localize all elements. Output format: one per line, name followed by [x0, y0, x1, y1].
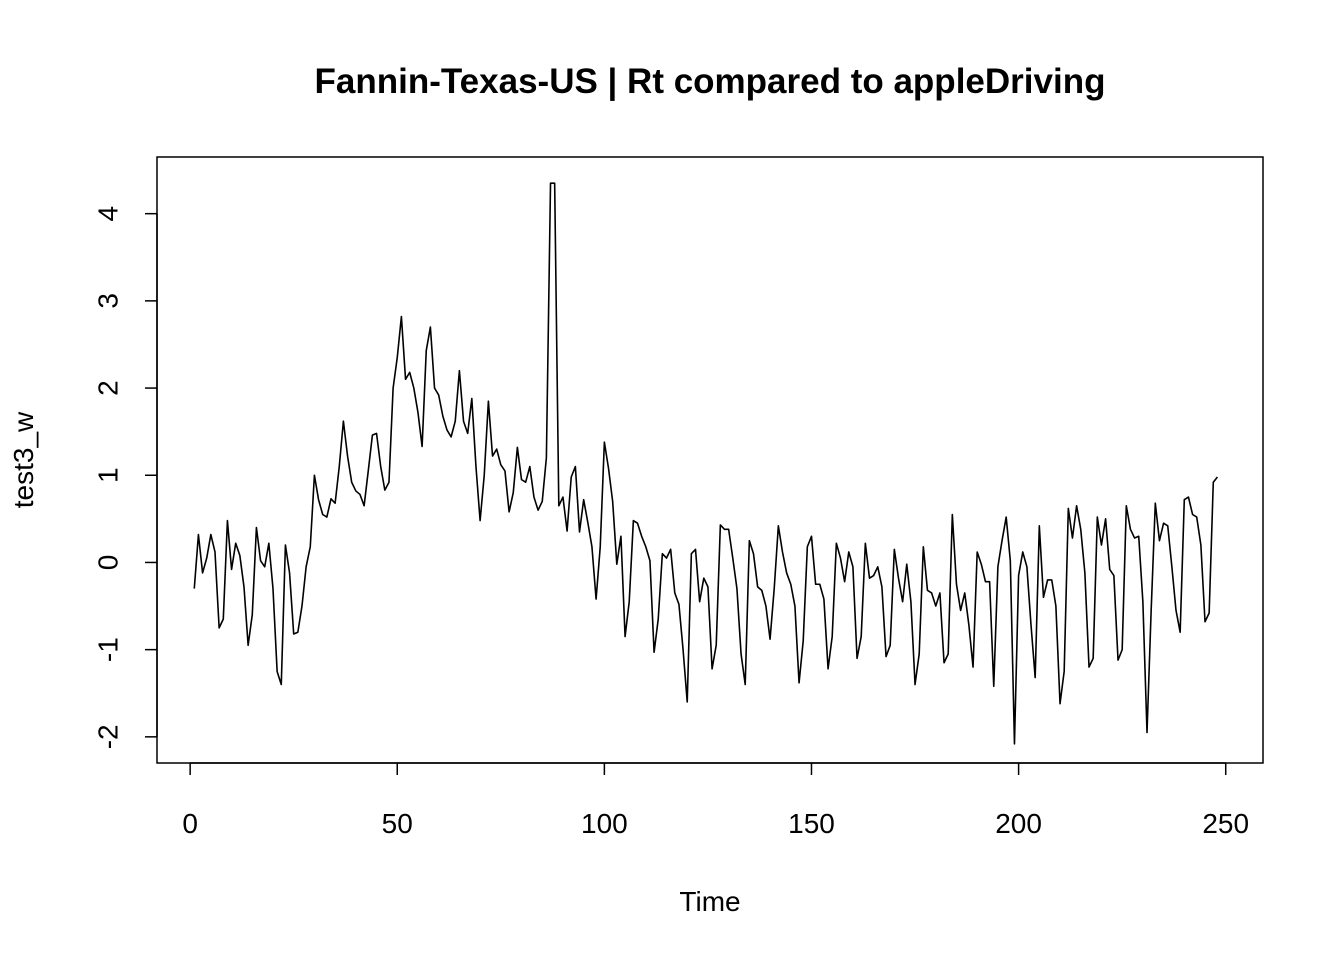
series-line	[193, 182, 1219, 745]
y-tick-label: 2	[92, 380, 123, 396]
y-tick-label: -2	[92, 724, 123, 749]
y-tick-label: 0	[92, 555, 123, 571]
x-tick-label: 200	[995, 808, 1042, 839]
y-tick-label: -1	[92, 637, 123, 662]
chart-title: Fannin-Texas-US | Rt compared to appleDr…	[315, 62, 1106, 101]
x-tick-label: 100	[581, 808, 628, 839]
x-tick-label: 150	[788, 808, 835, 839]
x-axis: 0 50 100 150 200 250	[182, 762, 1249, 839]
y-axis-title: test3_w	[8, 411, 39, 508]
x-tick-label: 50	[382, 808, 413, 839]
x-axis-title: Time	[679, 886, 740, 917]
y-tick-label: 3	[92, 293, 123, 309]
y-tick-label: 4	[92, 206, 123, 222]
plot-frame	[156, 156, 1264, 764]
x-tick-label: 250	[1202, 808, 1249, 839]
y-tick-label: 1	[92, 467, 123, 483]
y-axis: -2 -1 0 1 2 3 4	[92, 206, 158, 749]
x-tick-label: 0	[182, 808, 198, 839]
